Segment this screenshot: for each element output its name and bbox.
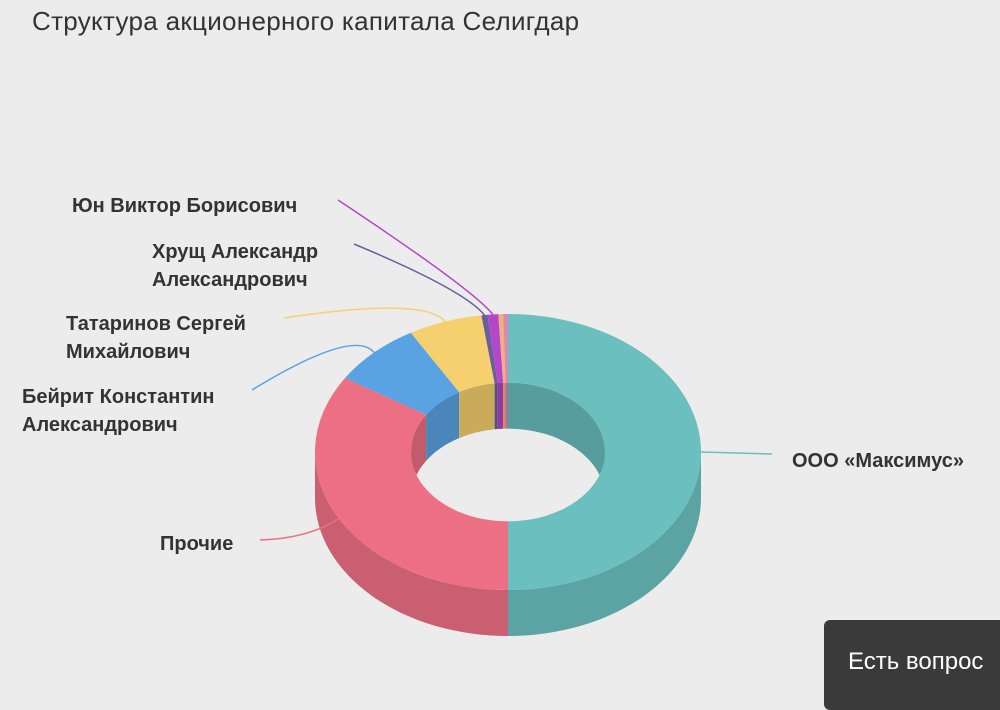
slice-8: [503, 314, 508, 383]
slice-6: [487, 314, 504, 384]
chat-widget-label: Есть вопрос: [848, 648, 984, 675]
slice-inner-wall: [508, 382, 605, 498]
slice-inner-wall: [503, 382, 506, 429]
label-connectors: [251, 199, 773, 541]
connector-4: [283, 307, 446, 323]
slice-outer-wall: [315, 452, 508, 636]
connector-1: [700, 451, 773, 455]
slice-inner-wall: [426, 392, 460, 461]
slice-walls: [315, 452, 701, 636]
slice-label-4-line-1: Татаринов Сергей: [66, 313, 246, 335]
slice-inner-wall: [494, 383, 498, 430]
slice-labels: ООО «Максимус» Прочие Бейрит Константин Але…: [22, 195, 964, 555]
slice-label-5-line-2: Александрович: [152, 269, 308, 291]
donut-chart: ООО «Максимус» Прочие Бейрит Константин Але…: [22, 195, 964, 636]
slice-4: [410, 315, 495, 393]
slice-2: [314, 378, 508, 590]
slice-inner-wall: [497, 382, 504, 430]
slice-label-1: ООО «Максимус»: [792, 450, 964, 472]
slice-7: [498, 314, 506, 383]
connector-3: [251, 344, 375, 391]
slice-tops: [314, 314, 702, 590]
connector-5: [353, 243, 485, 316]
chart-title: Структура акционерного капитала Селигдар: [32, 6, 580, 36]
slice-inner-wall: [459, 383, 495, 439]
slice-label-2: Прочие: [160, 533, 233, 555]
slice-inner-wall: [505, 382, 508, 429]
slice-5: [481, 314, 498, 384]
slice-label-3-line-1: Бейрит Константин: [22, 386, 214, 408]
slice-3: [345, 332, 460, 415]
slice-outer-wall: [508, 452, 701, 636]
connector-6: [337, 199, 494, 315]
slice-1: [508, 314, 702, 590]
connector-2: [259, 517, 340, 541]
slice-label-6: Юн Виктор Борисович: [72, 195, 297, 217]
slice-label-3-line-2: Александрович: [22, 414, 178, 436]
chat-widget-button[interactable]: Есть вопрос: [824, 620, 1000, 710]
slice-label-5-line-1: Хрущ Александр: [152, 241, 318, 263]
slice-label-4-line-2: Михайлович: [66, 341, 190, 363]
